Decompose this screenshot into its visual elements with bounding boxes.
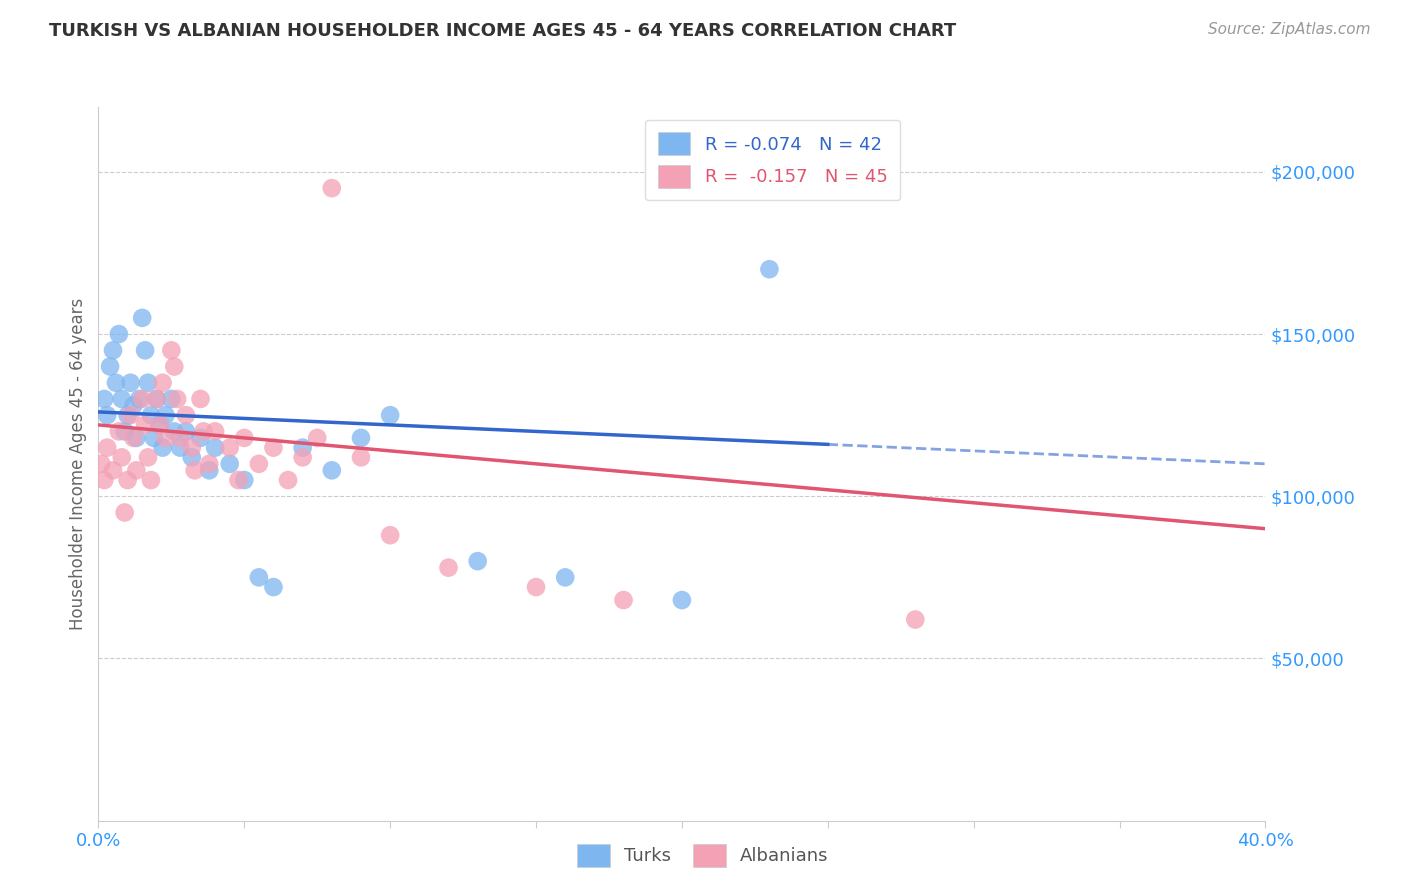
Point (190, 392, 212, 406)
Point (160, 343, 183, 358)
Point (120, 376, 142, 390)
Point (134, 417, 156, 432)
Point (321, 463, 343, 477)
Point (142, 431, 165, 445)
Point (111, 450, 134, 465)
Point (155, 431, 177, 445)
Point (174, 408, 197, 422)
Point (155, 408, 177, 422)
Point (204, 441, 226, 455)
Point (108, 327, 131, 342)
Point (96, 441, 118, 455)
Point (180, 441, 202, 455)
Point (104, 376, 127, 390)
Point (117, 408, 139, 422)
Point (180, 450, 202, 465)
Point (554, 570, 576, 584)
Point (108, 425, 131, 439)
Point (120, 408, 142, 422)
Point (134, 343, 156, 358)
Point (228, 473, 250, 487)
Point (904, 613, 927, 627)
Point (163, 425, 186, 439)
Point (671, 593, 693, 607)
Point (378, 528, 402, 542)
Point (198, 457, 221, 471)
Point (114, 425, 136, 439)
Point (247, 570, 270, 584)
Point (166, 392, 188, 406)
Point (98, 359, 121, 374)
Point (128, 392, 150, 406)
Point (321, 181, 343, 195)
Point (524, 580, 547, 594)
Point (247, 457, 270, 471)
Point (758, 262, 780, 277)
Point (93, 473, 115, 487)
Point (169, 431, 191, 445)
Point (350, 431, 373, 445)
Point (146, 392, 169, 406)
Point (193, 425, 215, 439)
Point (122, 399, 145, 413)
Legend: Turks, Albanians: Turks, Albanians (571, 837, 835, 874)
Point (160, 392, 183, 406)
Point (291, 450, 314, 465)
Point (125, 431, 148, 445)
Point (612, 593, 634, 607)
Point (93, 392, 115, 406)
Point (96, 408, 118, 422)
Point (277, 473, 299, 487)
Point (183, 463, 205, 477)
Point (136, 450, 159, 465)
Point (218, 457, 240, 471)
Point (131, 310, 153, 325)
Point (101, 463, 124, 477)
Point (163, 359, 186, 374)
Legend: R = -0.074   N = 42, R =  -0.157   N = 45: R = -0.074 N = 42, R = -0.157 N = 45 (645, 120, 900, 201)
Text: Source: ZipAtlas.com: Source: ZipAtlas.com (1208, 22, 1371, 37)
Point (139, 473, 162, 487)
Point (125, 463, 148, 477)
Point (262, 580, 284, 594)
Point (218, 441, 240, 455)
Point (190, 431, 212, 445)
Text: TURKISH VS ALBANIAN HOUSEHOLDER INCOME AGES 45 - 64 YEARS CORRELATION CHART: TURKISH VS ALBANIAN HOUSEHOLDER INCOME A… (49, 22, 956, 40)
Point (131, 392, 153, 406)
Point (90, 457, 112, 471)
Point (437, 560, 460, 574)
Point (152, 441, 174, 455)
Point (146, 392, 169, 406)
Point (136, 376, 159, 390)
Point (467, 554, 489, 568)
Point (291, 441, 314, 455)
Point (198, 463, 221, 477)
Y-axis label: Householder Income Ages 45 - 64 years: Householder Income Ages 45 - 64 years (69, 298, 87, 630)
Point (114, 506, 136, 520)
Point (204, 425, 226, 439)
Point (233, 431, 256, 445)
Point (233, 473, 256, 487)
Point (139, 408, 162, 422)
Point (111, 392, 134, 406)
Point (117, 473, 139, 487)
Point (169, 441, 191, 455)
Point (122, 431, 145, 445)
Point (350, 450, 373, 465)
Point (101, 343, 124, 358)
Point (307, 431, 329, 445)
Point (262, 441, 284, 455)
Point (149, 417, 172, 432)
Point (152, 376, 174, 390)
Point (174, 425, 197, 439)
Point (149, 417, 172, 432)
Point (378, 408, 402, 422)
